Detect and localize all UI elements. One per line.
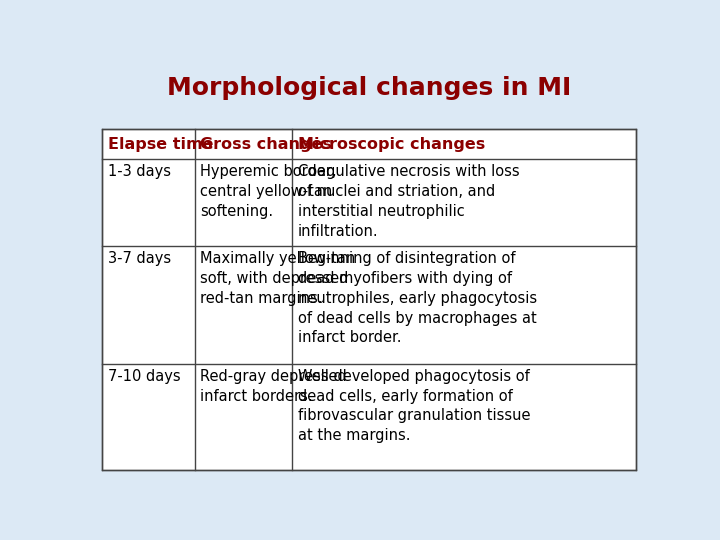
Text: Red-gray depressed
infarct borders.: Red-gray depressed infarct borders. — [200, 369, 347, 403]
Text: Gross changes: Gross changes — [200, 137, 332, 152]
Text: 7-10 days: 7-10 days — [108, 369, 181, 384]
Text: Beginning of disintegration of
dead myofibers with dying of
neutrophiles, early : Beginning of disintegration of dead myof… — [298, 251, 537, 346]
Text: Elapse time: Elapse time — [108, 137, 213, 152]
Text: Microscopic changes: Microscopic changes — [298, 137, 485, 152]
Text: Morphological changes in MI: Morphological changes in MI — [167, 76, 571, 100]
Text: Well developed phagocytosis of
dead cells, early formation of
fibrovascular gran: Well developed phagocytosis of dead cell… — [298, 369, 530, 443]
Text: Maximally yellow-tan
soft, with depressed
red-tan margins.: Maximally yellow-tan soft, with depresse… — [200, 251, 356, 306]
Bar — [102, 129, 636, 470]
Text: 1-3 days: 1-3 days — [108, 164, 171, 179]
Text: Hyperemic border,
central yellow-tan
softening.: Hyperemic border, central yellow-tan sof… — [200, 164, 337, 219]
Text: Coagulative necrosis with loss
of nuclei and striation, and
interstitial neutrop: Coagulative necrosis with loss of nuclei… — [298, 164, 519, 239]
Text: 3-7 days: 3-7 days — [108, 251, 171, 266]
